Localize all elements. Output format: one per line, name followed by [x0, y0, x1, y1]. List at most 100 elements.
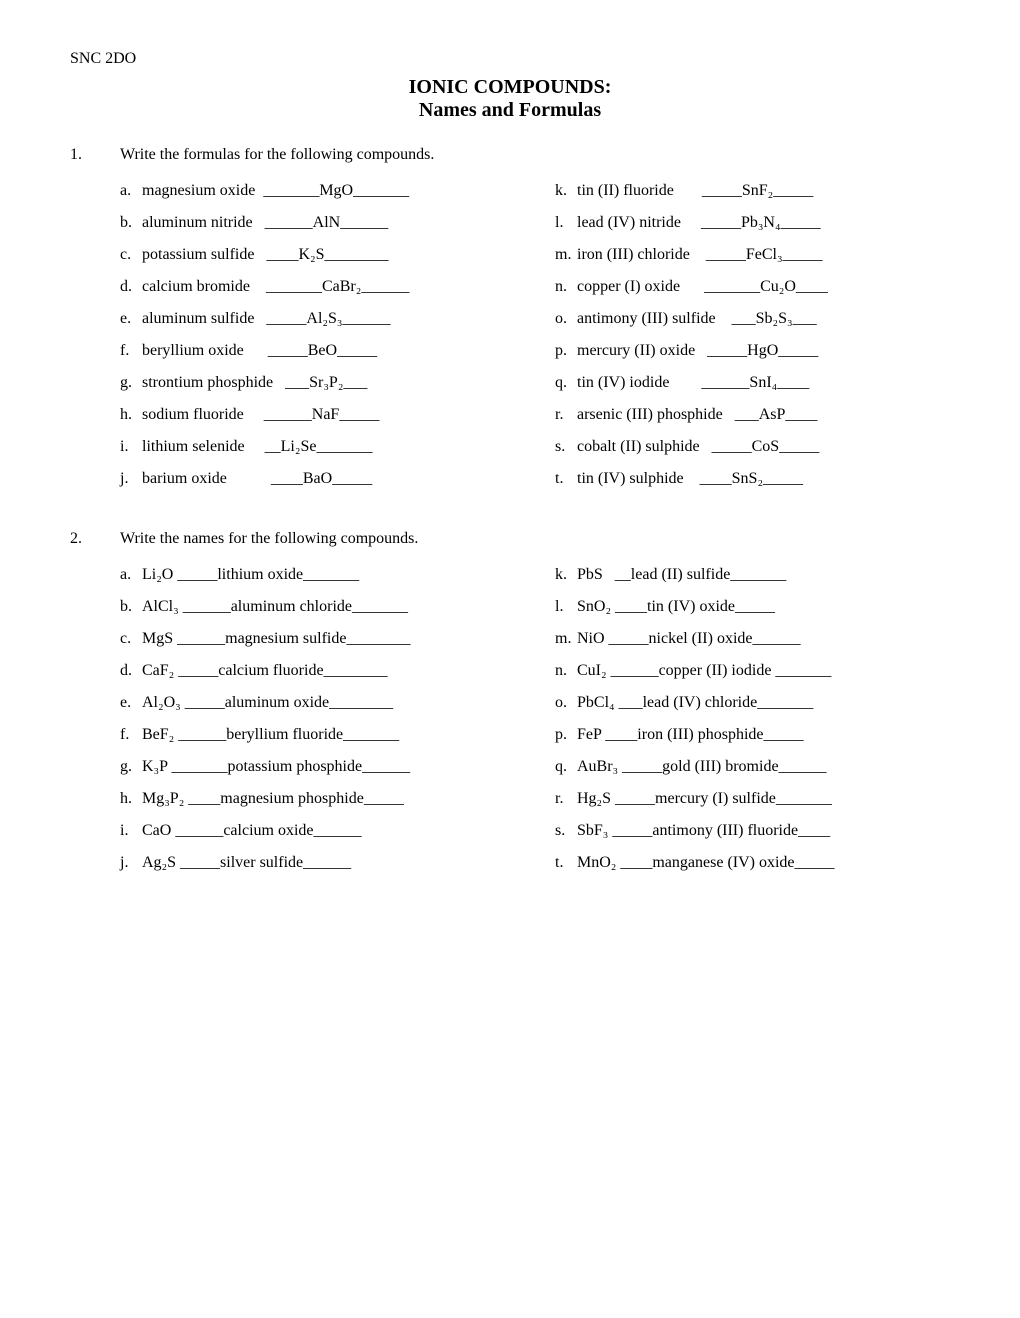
- item-letter: a.: [120, 566, 142, 584]
- item-letter: l.: [555, 214, 577, 232]
- item-letter: h.: [120, 406, 142, 424]
- q2-item: m.NiO _____nickel (II) oxide______: [555, 630, 950, 648]
- item-letter: q.: [555, 758, 577, 776]
- item-letter: i.: [120, 822, 142, 840]
- q2-left-column: a.Li₂O _____lithium oxide_______b.AlCl₃ …: [120, 566, 515, 886]
- course-code: SNC 2DO: [70, 50, 950, 68]
- q2-item: s.SbF₃ _____antimony (III) fluoride____: [555, 822, 950, 840]
- item-letter: o.: [555, 310, 577, 328]
- item-body: Ag₂S _____silver sulfide______: [142, 854, 351, 872]
- item-body: strontium phosphide ___Sr₃P₂___: [142, 374, 367, 392]
- q1-item: k.tin (II) fluoride _____SnF₂_____: [555, 182, 950, 200]
- item-body: calcium bromide _______CaBr₂______: [142, 278, 409, 296]
- item-body: iron (III) chloride _____FeCl₃_____: [577, 246, 823, 264]
- q1-item: a.magnesium oxide _______MgO_______: [120, 182, 515, 200]
- q2-right-column: k.PbS __lead (II) sulfide_______l.SnO₂ _…: [555, 566, 950, 886]
- item-letter: t.: [555, 470, 577, 488]
- q1-item: r.arsenic (III) phosphide ___AsP____: [555, 406, 950, 424]
- q2-item: l.SnO₂ ____tin (IV) oxide_____: [555, 598, 950, 616]
- item-letter: s.: [555, 438, 577, 456]
- q1-item: d.calcium bromide _______CaBr₂______: [120, 278, 515, 296]
- item-letter: p.: [555, 726, 577, 744]
- item-body: cobalt (II) sulphide _____CoS_____: [577, 438, 819, 456]
- item-body: magnesium oxide _______MgO_______: [142, 182, 409, 200]
- q2-item: f.BeF₂ ______beryllium fluoride_______: [120, 726, 515, 744]
- item-letter: l.: [555, 598, 577, 616]
- title-sub: Names and Formulas: [70, 99, 950, 122]
- q1-item: l.lead (IV) nitride _____Pb₃N₄_____: [555, 214, 950, 232]
- item-body: aluminum nitride ______AlN______: [142, 214, 388, 232]
- q2-item: d.CaF₂ _____calcium fluoride________: [120, 662, 515, 680]
- q2-item: h.Mg₃P₂ ____magnesium phosphide_____: [120, 790, 515, 808]
- item-letter: p.: [555, 342, 577, 360]
- q1-number: 1.: [70, 146, 120, 164]
- item-body: lead (IV) nitride _____Pb₃N₄_____: [577, 214, 821, 232]
- q1-item: f.beryllium oxide _____BeO_____: [120, 342, 515, 360]
- item-body: PbCl₄ ___lead (IV) chloride_______: [577, 694, 813, 712]
- item-body: mercury (II) oxide _____HgO_____: [577, 342, 818, 360]
- item-letter: b.: [120, 598, 142, 616]
- item-letter: g.: [120, 374, 142, 392]
- q1-item: m.iron (III) chloride _____FeCl₃_____: [555, 246, 950, 264]
- item-letter: g.: [120, 758, 142, 776]
- q1-item: s.cobalt (II) sulphide _____CoS_____: [555, 438, 950, 456]
- q2-item: t.MnO₂ ____manganese (IV) oxide_____: [555, 854, 950, 872]
- item-body: aluminum sulfide _____Al₂S₃______: [142, 310, 390, 328]
- q1-item: b.aluminum nitride ______AlN______: [120, 214, 515, 232]
- item-letter: q.: [555, 374, 577, 392]
- item-letter: m.: [555, 630, 577, 648]
- item-letter: k.: [555, 566, 577, 584]
- item-letter: f.: [120, 726, 142, 744]
- item-body: lithium selenide __Li₂Se_______: [142, 438, 372, 456]
- item-body: CaF₂ _____calcium fluoride________: [142, 662, 388, 680]
- item-letter: t.: [555, 854, 577, 872]
- q2-columns: a.Li₂O _____lithium oxide_______b.AlCl₃ …: [120, 566, 950, 886]
- item-body: Al₂O₃ _____aluminum oxide________: [142, 694, 393, 712]
- q1-item: h.sodium fluoride ______NaF_____: [120, 406, 515, 424]
- q1-left-column: a.magnesium oxide _______MgO_______b.alu…: [120, 182, 515, 502]
- item-letter: r.: [555, 790, 577, 808]
- title-block: IONIC COMPOUNDS: Names and Formulas: [70, 76, 950, 122]
- item-letter: s.: [555, 822, 577, 840]
- q1-item: o.antimony (III) sulfide ___Sb₂S₃___: [555, 310, 950, 328]
- item-letter: d.: [120, 278, 142, 296]
- q2-item: a.Li₂O _____lithium oxide_______: [120, 566, 515, 584]
- item-body: CuI₂ ______copper (II) iodide _______: [577, 662, 831, 680]
- q1-item: j.barium oxide ____BaO_____: [120, 470, 515, 488]
- item-letter: f.: [120, 342, 142, 360]
- item-body: potassium sulfide ____K₂S________: [142, 246, 388, 264]
- item-letter: n.: [555, 278, 577, 296]
- item-letter: k.: [555, 182, 577, 200]
- q1-item: c.potassium sulfide ____K₂S________: [120, 246, 515, 264]
- q2-item: p.FeP ____iron (III) phosphide_____: [555, 726, 950, 744]
- q2-item: c.MgS ______magnesium sulfide________: [120, 630, 515, 648]
- item-body: tin (II) fluoride _____SnF₂_____: [577, 182, 813, 200]
- item-body: SbF₃ _____antimony (III) fluoride____: [577, 822, 830, 840]
- q2-item: o.PbCl₄ ___lead (IV) chloride_______: [555, 694, 950, 712]
- q1-item: g.strontium phosphide ___Sr₃P₂___: [120, 374, 515, 392]
- q1-item: p.mercury (II) oxide _____HgO_____: [555, 342, 950, 360]
- q1-right-column: k.tin (II) fluoride _____SnF₂_____l.lead…: [555, 182, 950, 502]
- item-letter: a.: [120, 182, 142, 200]
- q2-item: n.CuI₂ ______copper (II) iodide _______: [555, 662, 950, 680]
- item-body: copper (I) oxide _______Cu₂O____: [577, 278, 828, 296]
- item-letter: b.: [120, 214, 142, 232]
- q2-item: j.Ag₂S _____silver sulfide______: [120, 854, 515, 872]
- item-body: MgS ______magnesium sulfide________: [142, 630, 410, 648]
- item-body: tin (IV) iodide ______SnI₄____: [577, 374, 809, 392]
- item-body: K₃P _______potassium phosphide______: [142, 758, 410, 776]
- q1-item: q.tin (IV) iodide ______SnI₄____: [555, 374, 950, 392]
- item-body: BeF₂ ______beryllium fluoride_______: [142, 726, 399, 744]
- q2-item: e.Al₂O₃ _____aluminum oxide________: [120, 694, 515, 712]
- item-body: beryllium oxide _____BeO_____: [142, 342, 377, 360]
- q1-item: t.tin (IV) sulphide ____SnS₂_____: [555, 470, 950, 488]
- q2-item: q.AuBr₃ _____gold (III) bromide______: [555, 758, 950, 776]
- q2-number: 2.: [70, 530, 120, 548]
- item-letter: j.: [120, 854, 142, 872]
- q1-prompt: Write the formulas for the following com…: [120, 146, 950, 164]
- item-letter: j.: [120, 470, 142, 488]
- item-letter: e.: [120, 694, 142, 712]
- item-body: Hg₂S _____mercury (I) sulfide_______: [577, 790, 832, 808]
- item-letter: i.: [120, 438, 142, 456]
- item-letter: n.: [555, 662, 577, 680]
